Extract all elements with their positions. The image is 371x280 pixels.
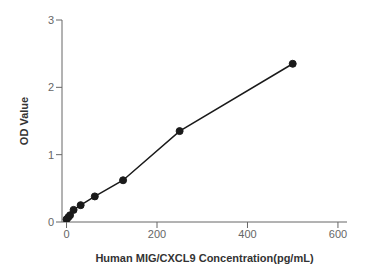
svg-text:2: 2 [48,81,54,93]
svg-text:3: 3 [48,14,54,26]
svg-text:600: 600 [329,228,347,240]
svg-text:0: 0 [48,216,54,228]
svg-text:Human MIG/CXCL9 Concentration(: Human MIG/CXCL9 Concentration(pg/mL) [95,252,314,264]
svg-text:200: 200 [148,228,166,240]
svg-text:0: 0 [63,228,69,240]
svg-text:OD Value: OD Value [18,97,30,145]
svg-text:1: 1 [48,149,54,161]
svg-text:400: 400 [238,228,256,240]
